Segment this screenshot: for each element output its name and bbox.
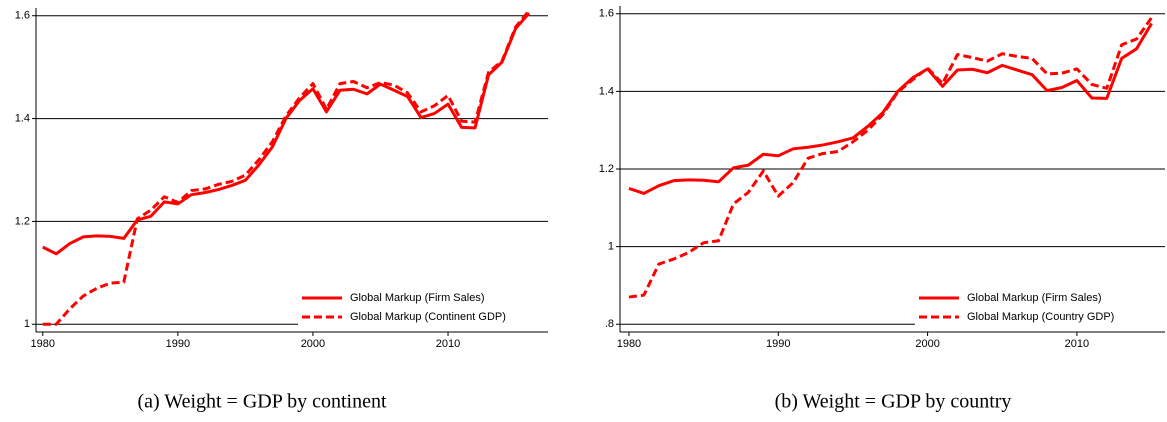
y-tick-label: 1.2 bbox=[15, 215, 30, 227]
caption: (b) Weight = GDP by country bbox=[775, 391, 1012, 413]
x-tick-label: 1980 bbox=[31, 338, 55, 350]
legend-label: Global Markup (Continent GDP) bbox=[350, 311, 506, 323]
chart: .8 1 1.2 1.4 1.6 1980 1990 2000 2010 Global Marku… bbox=[599, 6, 1165, 413]
y-tick-label: 1.6 bbox=[599, 8, 614, 20]
y-tick-label: 1.4 bbox=[15, 112, 30, 124]
legend-box bbox=[298, 288, 548, 330]
series-line bbox=[42, 9, 531, 326]
legend-label: Global Markup (Firm Sales) bbox=[350, 292, 484, 304]
series-line bbox=[628, 22, 1153, 195]
x-tick-label: 2000 bbox=[915, 338, 939, 350]
y-tick-label: 1 bbox=[24, 318, 30, 330]
y-tick-label: 1.4 bbox=[599, 85, 614, 97]
legend-box bbox=[915, 288, 1165, 330]
series-line bbox=[42, 12, 531, 256]
y-tick-label: 1.2 bbox=[599, 163, 614, 175]
x-tick-label: 1990 bbox=[166, 338, 190, 350]
legend-label: Global Markup (Country GDP) bbox=[967, 311, 1114, 323]
x-tick-label: 1980 bbox=[617, 338, 641, 350]
legend-label: Global Markup (Firm Sales) bbox=[967, 292, 1101, 304]
x-tick-label: 2010 bbox=[1065, 338, 1089, 350]
y-tick-label: .8 bbox=[605, 318, 614, 330]
y-tick-label: 1 bbox=[608, 241, 614, 253]
x-tick-label: 2000 bbox=[301, 338, 325, 350]
caption: (a) Weight = GDP by continent bbox=[137, 391, 387, 413]
x-tick-label: 1990 bbox=[766, 338, 790, 350]
x-tick-label: 2010 bbox=[436, 338, 460, 350]
chart: 1 1.2 1.4 1.6 1980 1990 2000 2010 Global Markup … bbox=[15, 8, 548, 413]
y-tick-label: 1.6 bbox=[15, 10, 30, 22]
series-line bbox=[628, 16, 1153, 299]
